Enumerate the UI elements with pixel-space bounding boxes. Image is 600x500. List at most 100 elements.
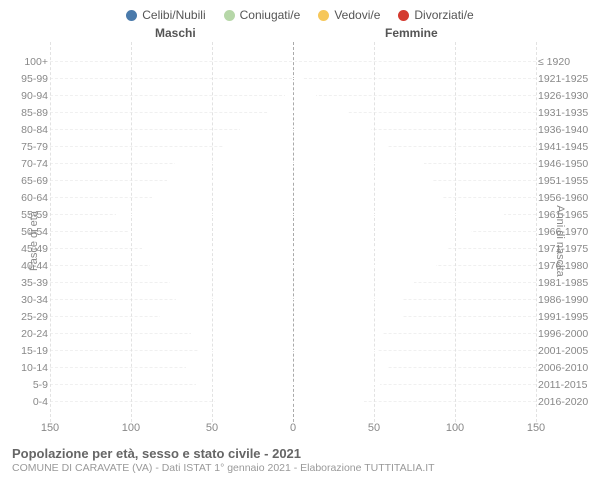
segment	[406, 180, 422, 181]
birth-label: 2006-2010	[538, 363, 600, 374]
segment	[196, 384, 293, 385]
segment	[293, 401, 364, 402]
x-tick: 0	[290, 422, 296, 434]
segment	[270, 214, 293, 215]
male-label: Maschi	[155, 26, 196, 40]
pyramid-row	[50, 71, 536, 86]
male-bar	[50, 401, 293, 402]
segment	[295, 129, 324, 130]
legend-item: Divorziati/e	[398, 8, 473, 22]
segment	[244, 129, 289, 130]
pyramid-row	[50, 224, 536, 239]
female-bar	[293, 112, 536, 113]
female-bar	[293, 180, 536, 181]
female-bar	[293, 129, 536, 130]
segment	[176, 180, 283, 181]
birth-label: 1921-1925	[538, 74, 600, 85]
pyramid-row	[50, 156, 536, 171]
x-axis: 15010050050100150	[50, 422, 536, 440]
age-label: 75-79	[0, 142, 48, 153]
segment	[309, 214, 481, 215]
segment	[293, 282, 342, 283]
segment	[395, 163, 418, 164]
segment	[324, 129, 369, 130]
segment	[186, 367, 293, 368]
male-bar	[50, 180, 293, 181]
pyramid-row	[50, 54, 536, 69]
female-bar	[293, 316, 536, 317]
segment	[387, 316, 403, 317]
segment	[235, 282, 293, 283]
pyramid-row	[50, 343, 536, 358]
segment	[264, 231, 293, 232]
age-label: 65-69	[0, 176, 48, 187]
segment	[293, 384, 380, 385]
y-left-labels: 100+95-9990-9485-8980-8475-7970-7465-696…	[0, 42, 48, 422]
segment	[293, 61, 295, 62]
birth-label: 1951-1955	[538, 176, 600, 187]
age-label: 50-54	[0, 227, 48, 238]
segment	[128, 231, 141, 232]
segment	[257, 248, 293, 249]
female-bar	[293, 248, 536, 249]
female-bar	[293, 163, 536, 164]
birth-label: 1966-1970	[538, 227, 600, 238]
age-label: 5-9	[0, 380, 48, 391]
segment	[293, 248, 319, 249]
segment	[199, 350, 293, 351]
legend-item: Vedovi/e	[318, 8, 380, 22]
segment	[293, 265, 329, 266]
segment	[303, 197, 426, 198]
age-label: 45-49	[0, 244, 48, 255]
segment	[116, 214, 129, 215]
segment	[487, 214, 503, 215]
birth-label: 1981-1985	[538, 278, 600, 289]
segment	[319, 248, 436, 249]
segment	[329, 265, 426, 266]
legend: Celibi/NubiliConiugati/eVedovi/eDivorzia…	[0, 0, 600, 26]
pyramid-row	[50, 105, 536, 120]
age-label: 95-99	[0, 74, 48, 85]
legend-label: Coniugati/e	[240, 8, 301, 22]
legend-swatch	[318, 10, 329, 21]
pyramid-row	[50, 292, 536, 307]
segment	[296, 95, 315, 96]
segment	[355, 146, 384, 147]
female-bar	[293, 78, 536, 79]
birth-label: 1931-1935	[538, 108, 600, 119]
birth-label: 2016-2020	[538, 397, 600, 408]
x-tick: 50	[368, 422, 380, 434]
legend-label: Divorziati/e	[414, 8, 473, 22]
female-bar	[293, 214, 536, 215]
pyramid-row	[50, 207, 536, 222]
female-bar	[293, 384, 536, 385]
pyramid-row	[50, 139, 536, 154]
segment	[131, 214, 270, 215]
male-bar	[50, 367, 293, 368]
x-tick: 50	[206, 422, 218, 434]
male-bar	[50, 95, 293, 96]
age-label: 25-29	[0, 312, 48, 323]
male-bar	[50, 282, 293, 283]
segment	[358, 299, 400, 300]
male-bar	[50, 350, 293, 351]
female-bar	[293, 333, 536, 334]
male-bar	[50, 214, 293, 215]
segment	[212, 299, 293, 300]
segment	[384, 146, 387, 147]
pyramid-row	[50, 275, 536, 290]
legend-swatch	[224, 10, 235, 21]
segment	[293, 112, 303, 113]
male-bar	[50, 333, 293, 334]
male-bar	[50, 112, 293, 113]
segment	[437, 248, 447, 249]
chart-subtitle: COMUNE DI CARAVATE (VA) - Dati ISTAT 1° …	[12, 462, 588, 474]
chart-footer: Popolazione per età, sesso e stato civil…	[0, 440, 600, 474]
female-bar	[293, 61, 536, 62]
birth-label: 2001-2005	[538, 346, 600, 357]
female-bar	[293, 282, 536, 283]
pyramid-row	[50, 258, 536, 273]
male-bar	[50, 316, 293, 317]
male-bar	[50, 129, 293, 130]
chart-title: Popolazione per età, sesso e stato civil…	[12, 446, 588, 461]
